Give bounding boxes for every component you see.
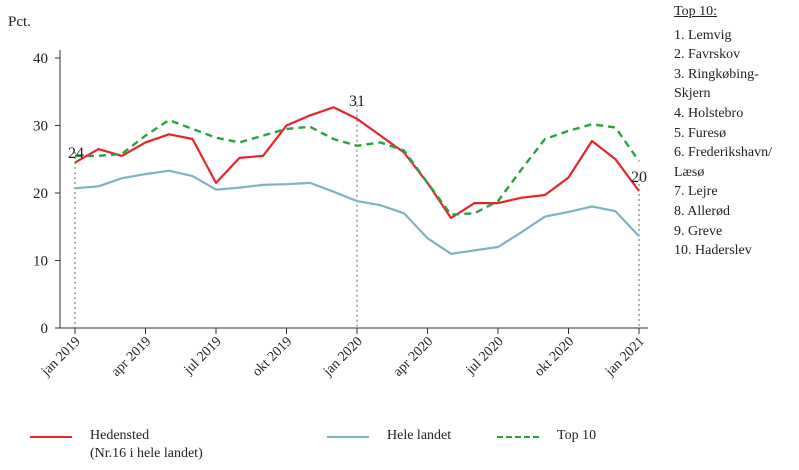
legend-item: Hele landet	[327, 427, 451, 445]
top10-list: 1. Lemvig 2. Favrskov 3. Ringkøbing- Skjer…	[674, 26, 799, 261]
top10-item: 2. Favrskov	[674, 47, 741, 63]
data-label: 24	[68, 145, 84, 162]
legend: Hedensted (Nr.16 i hele landet) Hele lande…	[30, 427, 790, 467]
series-line-top-10	[75, 118, 640, 216]
top10-item: 7. Lejre	[674, 184, 718, 200]
x-tick-label: jan 2020	[320, 334, 366, 380]
legend-text: Top 10	[557, 427, 596, 445]
top10-item: 1. Lemvig	[674, 27, 732, 43]
x-tick-label: apr 2020	[391, 334, 437, 380]
legend-swatch	[327, 436, 369, 438]
legend-label: Hedensted	[90, 428, 150, 443]
legend-item: Top 10	[497, 427, 596, 445]
x-tick-label: jul 2020	[463, 334, 507, 378]
top10-title: Top 10:	[674, 4, 717, 19]
x-tick-label: jan 2021	[602, 334, 648, 380]
legend-text: Hele landet	[387, 427, 451, 445]
data-label: 20	[631, 169, 647, 186]
top10-item: 6. Frederikshavn/ Læsø	[674, 145, 772, 180]
annotation-labels: 24 31 20	[68, 93, 647, 186]
y-tick-label: 40	[33, 51, 48, 67]
x-tick-label: okt 2019	[250, 334, 296, 380]
x-tick-label: jul 2019	[181, 334, 225, 378]
x-tick-label: jan 2019	[38, 334, 84, 380]
top10-item: 4. Holstebro	[674, 105, 744, 121]
x-tick-label: okt 2020	[532, 334, 578, 380]
legend-label: Hele landet	[387, 428, 452, 443]
legend-text: Hedensted (Nr.16 i hele landet)	[90, 427, 203, 463]
legend-swatch	[30, 436, 72, 438]
y-axis: 0 10 20 30 40	[33, 50, 61, 337]
y-tick-label: 30	[33, 119, 48, 135]
series-line-hele-landet	[74, 169, 640, 255]
series-line-hedensted	[74, 106, 640, 220]
line-chart: Pct. 0 10 20 30 40 jan 2019 apr 2019 jul 2019 o…	[8, 14, 648, 380]
legend-swatch	[497, 436, 539, 438]
top10-item: 3. Ringkøbing- Skjern	[674, 66, 759, 102]
x-tick-label: apr 2019	[109, 334, 155, 380]
y-tick-label: 20	[33, 186, 48, 202]
y-tick-label: 0	[41, 321, 49, 337]
top10-item: 10. Haderslev	[674, 243, 752, 259]
top10-item: 5. Furesø	[674, 125, 727, 141]
series-group	[74, 106, 640, 255]
y-tick-label: 10	[33, 254, 48, 270]
x-axis: jan 2019 apr 2019 jul 2019 okt 2019 jan 2020…	[38, 327, 648, 380]
legend-sublabel: (Nr.16 i hele landet)	[90, 446, 203, 461]
top10-item: 8. Allerød	[674, 203, 730, 219]
top10-item: 9. Greve	[674, 223, 723, 239]
legend-item: Hedensted (Nr.16 i hele landet)	[30, 427, 203, 463]
data-label: 31	[349, 93, 365, 110]
legend-label: Top 10	[557, 428, 597, 443]
annotation-guides	[74, 104, 640, 328]
top10-panel: Top 10: 1. Lemvig 2. Favrskov 3. Ringkøbin…	[674, 2, 799, 261]
y-axis-label: Pct.	[8, 14, 31, 30]
